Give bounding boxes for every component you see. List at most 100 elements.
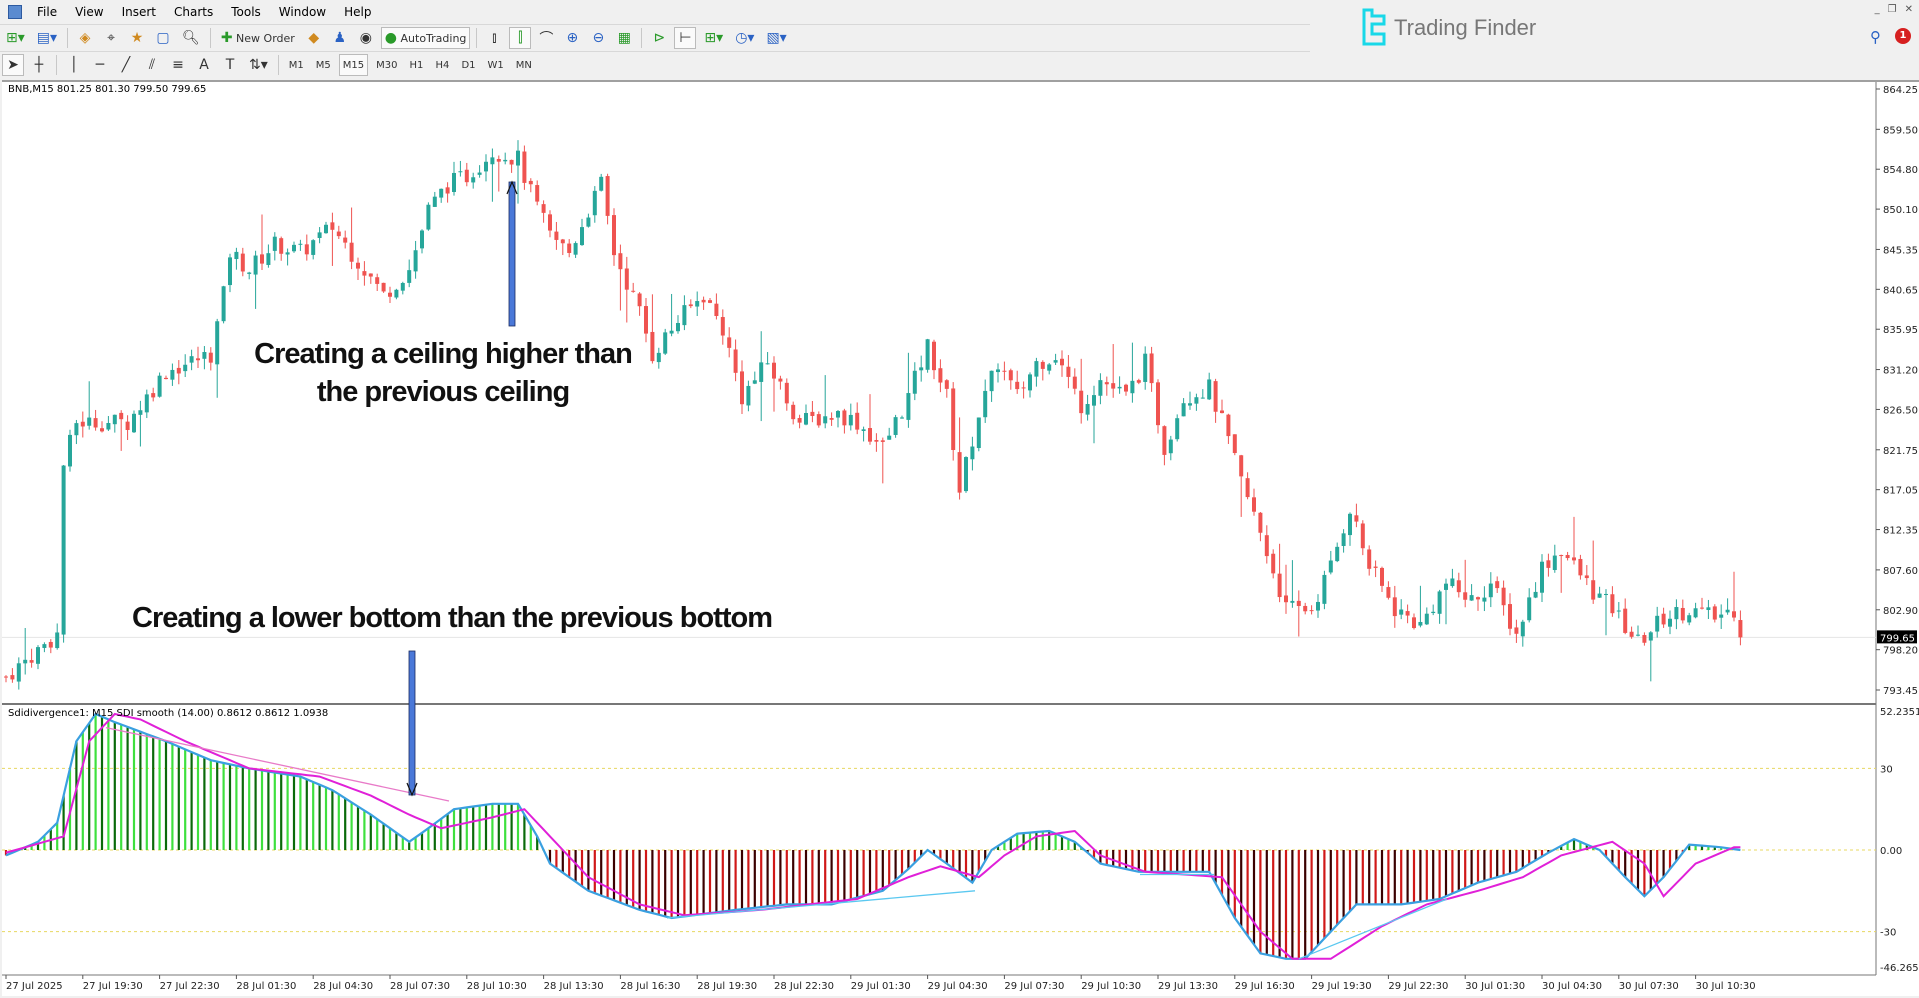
candle-bullish [900, 417, 904, 419]
text-icon[interactable]: A [199, 57, 209, 73]
menu-tools[interactable]: Tools [231, 5, 261, 19]
candle-bullish [1540, 561, 1544, 593]
divider [476, 28, 478, 48]
price-tick-label: 864.25 [1883, 85, 1918, 96]
candle-bullish [394, 289, 399, 298]
histogram [4, 714, 1736, 959]
candle-bearish [778, 378, 783, 382]
crosshair-icon[interactable]: ┼ [34, 57, 44, 73]
candle-bearish [1213, 381, 1218, 412]
menu-insert[interactable]: Insert [121, 5, 156, 19]
search-icon[interactable]: ⚲ [1870, 28, 1881, 46]
candle-bullish [452, 172, 456, 193]
candle-bearish [1239, 455, 1244, 477]
new-chart-icon[interactable]: ⊞▾ [6, 30, 25, 46]
market-icon[interactable]: ◉ [359, 30, 372, 46]
bar-chart-icon[interactable]: ⫾ [492, 30, 497, 46]
menu-view[interactable]: View [75, 5, 104, 19]
trendline-icon[interactable]: ╱ [121, 57, 131, 73]
candle-bullish [1194, 397, 1199, 404]
navigator-icon[interactable]: ★ [130, 30, 144, 46]
chart-shift-icon[interactable]: ⊢ [674, 27, 697, 49]
candle-bearish [1264, 535, 1269, 557]
new-order-button[interactable]: ✚ New Order [217, 27, 299, 49]
data-window-icon[interactable]: ⌖ [107, 30, 115, 46]
candle-bullish [1687, 615, 1692, 623]
candle-bearish [951, 388, 956, 451]
price-tick-label: 854.80 [1883, 165, 1918, 176]
candle-bullish [1725, 609, 1730, 613]
chart-canvas[interactable]: 864.25 859.50 854.80 850.10 845.35 840.65 835.… [2, 82, 1919, 998]
candle-bullish [592, 190, 597, 216]
candle-bearish [1367, 549, 1372, 569]
metaeditor-icon[interactable]: ◆ [308, 30, 320, 46]
candle-bullish [503, 159, 508, 162]
candle-bullish [183, 364, 188, 372]
timeframe-h1[interactable]: H1 [409, 59, 424, 71]
chart-window[interactable]: 864.25 859.50 854.80 850.10 845.35 840.65 835.… [2, 80, 1919, 996]
indicators-icon[interactable]: ⊞▾ [704, 30, 724, 46]
market-watch-icon[interactable]: ◈ [79, 30, 91, 46]
menu-help[interactable]: Help [344, 5, 372, 19]
equidistant-channel-icon[interactable]: ⫽ [148, 57, 156, 73]
candle-bullish [1424, 613, 1429, 625]
cursor-icon[interactable]: ➤ [2, 54, 24, 76]
timeframe-w1[interactable]: W1 [487, 59, 504, 71]
arrow-down [408, 650, 416, 796]
candle-bullish [1597, 593, 1602, 598]
minimize-icon[interactable]: _ [1874, 4, 1880, 15]
templates-icon[interactable]: ▧▾ [766, 30, 787, 46]
periods-icon[interactable]: ◷▾ [735, 30, 755, 46]
tile-windows-icon[interactable]: ▦ [617, 30, 632, 46]
terminal-icon[interactable]: ▢ [156, 30, 170, 46]
divider [641, 28, 643, 48]
arrows-icon[interactable]: ⇅▾ [249, 57, 268, 73]
price-tick-label: 812.35 [1883, 526, 1918, 537]
candle-bearish [304, 244, 309, 255]
timeframe-d1[interactable]: D1 [461, 59, 476, 71]
profiles-icon[interactable]: ▤▾ [36, 30, 58, 46]
vertical-line-icon[interactable]: │ [69, 57, 79, 73]
restore-icon[interactable]: ❐ [1887, 4, 1897, 15]
menu-charts[interactable]: Charts [174, 5, 214, 19]
close-icon[interactable]: ✕ [1904, 4, 1913, 15]
candle-bullish [573, 243, 578, 255]
candle-bearish [701, 299, 706, 303]
menu-window[interactable]: Window [278, 5, 327, 19]
candle-bearish [1124, 384, 1128, 392]
candle-bearish [1008, 370, 1013, 381]
zoom-in-icon[interactable]: ⊕ [566, 30, 579, 46]
candle-bearish [260, 254, 264, 264]
horizontal-line-icon[interactable]: ─ [95, 57, 105, 73]
candle-bullish [848, 414, 853, 426]
candlestick-icon[interactable]: ⫿ [509, 27, 532, 49]
signals-icon[interactable]: ♟ [333, 30, 347, 46]
candle-bearish [464, 169, 469, 183]
autotrading-button[interactable]: ● AutoTrading [380, 27, 471, 49]
candle-bearish [1354, 515, 1359, 522]
candle-bearish [93, 418, 98, 428]
candle-bearish [343, 237, 348, 243]
time-tick-label: 29 Jul 13:30 [1158, 981, 1218, 992]
timeframe-mn[interactable]: MN [515, 59, 532, 71]
timeframe-m1[interactable]: M1 [288, 59, 304, 71]
fibonacci-icon[interactable]: ≡ [172, 57, 184, 73]
zoom-out-icon[interactable]: ⊖ [592, 30, 605, 46]
candle-bearish [1405, 611, 1410, 616]
candle-bullish [42, 644, 47, 648]
candle-bearish [1303, 605, 1308, 612]
notification-badge[interactable]: 1 [1895, 28, 1911, 44]
candle-bullish [144, 394, 149, 413]
menu-file[interactable]: File [37, 5, 58, 19]
timeframe-m30[interactable]: M30 [376, 59, 398, 71]
timeframe-h4[interactable]: H4 [435, 59, 450, 71]
timeframe-m15[interactable]: M15 [338, 54, 369, 76]
timeframe-group: M1 M5 M15 M30 H1 H4 D1 W1 MN [283, 54, 538, 76]
timeframe-m5[interactable]: M5 [315, 59, 331, 71]
line-chart-icon[interactable]: ⌒ [539, 31, 554, 47]
candle-bearish [842, 410, 847, 426]
strategy-tester-icon[interactable]: 🔍︎ [182, 30, 200, 46]
text-label-icon[interactable]: T [225, 57, 235, 73]
candle-bullish [157, 375, 162, 397]
autoscroll-icon[interactable]: ⊳ [653, 30, 666, 46]
